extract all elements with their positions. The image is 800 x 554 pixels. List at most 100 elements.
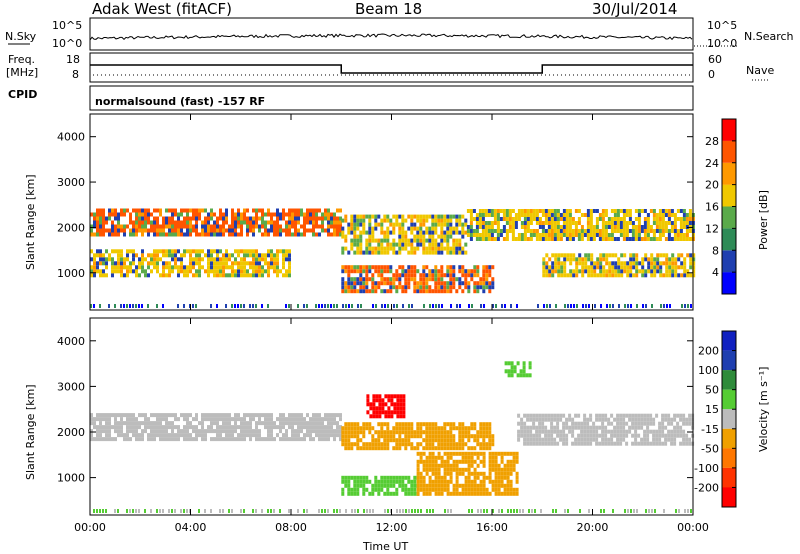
velocity-ground-scatter-cell xyxy=(480,509,482,513)
power-colorbar-segment xyxy=(722,119,736,141)
velocity-band-5-cell xyxy=(532,433,536,438)
velocity-band-5-cell xyxy=(550,425,554,430)
velocity-band-2-cell xyxy=(372,398,376,403)
power-band-0-cell xyxy=(246,220,249,225)
velocity-band-4-cell xyxy=(464,475,468,480)
velocity-band-0-cell xyxy=(336,433,339,438)
power-band-3-cell xyxy=(255,269,258,274)
power-band-1-cell xyxy=(347,230,351,235)
power-band-3-cell xyxy=(165,265,168,270)
power-ground-scatter-cell xyxy=(441,304,443,308)
velocity-band-0-cell xyxy=(312,429,315,434)
velocity-band-0-cell xyxy=(228,425,231,430)
power-band-3-cell xyxy=(234,269,237,274)
power-band-4-cell xyxy=(344,285,348,290)
velocity-band-1-cell xyxy=(422,430,426,435)
velocity-band-5-cell xyxy=(640,417,644,422)
power-band-2-cell xyxy=(535,213,539,217)
power-band-0-cell xyxy=(123,224,126,229)
velocity-band-1-cell xyxy=(461,442,465,447)
power-band-2-cell xyxy=(499,229,503,233)
velocity-band-5-cell xyxy=(640,437,644,442)
velocity-ground-scatter-cell xyxy=(273,509,275,513)
nave-label: Nave xyxy=(746,64,775,77)
power-band-0-cell xyxy=(309,220,312,225)
power-band-2-cell xyxy=(613,237,617,241)
power-band-1-cell xyxy=(359,238,363,243)
power-band-3-cell xyxy=(120,265,123,270)
power-band-1-cell xyxy=(446,214,450,219)
power-band-3-cell xyxy=(228,273,231,278)
power-band-0-cell xyxy=(240,224,243,229)
power-band-3-cell xyxy=(93,261,96,266)
velocity-band-3-cell xyxy=(374,483,378,488)
velocity-band-4-cell xyxy=(494,491,498,496)
velocity-band-0-cell xyxy=(159,417,162,422)
power-band-3-cell xyxy=(204,253,207,258)
velocity-band-0-cell xyxy=(105,425,108,430)
velocity-band-3-cell xyxy=(410,491,414,496)
power-band-2-cell xyxy=(493,217,497,221)
velocity-band-1-cell xyxy=(443,446,447,451)
velocity-band-0-cell xyxy=(336,429,339,434)
velocity-band-5-cell xyxy=(655,429,659,434)
velocity-band-5-cell xyxy=(658,429,662,434)
velocity-band-0-cell xyxy=(198,421,201,426)
velocity-band-1-cell xyxy=(485,422,489,427)
power-band-0-cell xyxy=(153,216,156,221)
power-band-1-cell xyxy=(422,234,426,239)
power-band-4-cell xyxy=(455,289,459,294)
power-band-2-cell xyxy=(487,237,491,241)
velocity-band-0-cell xyxy=(279,421,282,426)
power-band-1-cell xyxy=(359,230,363,235)
velocity-ground-scatter-cell xyxy=(387,509,389,513)
velocity-band-0-cell xyxy=(135,437,138,442)
power-band-3-cell xyxy=(258,269,261,274)
power-band-2-cell xyxy=(520,213,524,217)
power-band-2-cell xyxy=(586,233,590,237)
velocity-band-4-cell xyxy=(422,451,426,456)
velocity-band-5-cell xyxy=(598,413,602,418)
power-band-4-cell xyxy=(353,277,357,282)
velocity-band-0-cell xyxy=(243,417,246,422)
velocity-ground-scatter-cell xyxy=(336,509,338,513)
power-band-0-cell xyxy=(147,208,150,213)
velocity-ground-scatter-cell xyxy=(99,509,101,513)
power-band-5-cell xyxy=(557,253,561,258)
power-band-4-cell xyxy=(359,285,363,290)
power-band-2-cell xyxy=(481,213,485,217)
velocity-band-0-cell xyxy=(156,425,159,430)
velocity-band-5-cell xyxy=(655,433,659,438)
power-band-2-cell xyxy=(574,229,578,233)
power-band-0-cell xyxy=(219,232,222,237)
velocity-band-1-cell xyxy=(362,422,366,427)
power-band-0-cell xyxy=(177,228,180,233)
velocity-band-5-cell xyxy=(550,429,554,434)
velocity-band-0-cell xyxy=(330,417,333,422)
velocity-band-4-cell xyxy=(470,487,474,492)
velocity-band-0-cell xyxy=(120,421,123,426)
power-band-3-cell xyxy=(180,265,183,270)
velocity-band-0-cell xyxy=(174,413,177,418)
power-band-2-cell xyxy=(547,237,551,241)
velocity-band-5-cell xyxy=(541,429,545,434)
power-ground-scatter-cell xyxy=(651,304,653,308)
velocity-band-2-cell xyxy=(402,414,406,419)
power-band-4-cell xyxy=(425,285,429,290)
velocity-band-0-cell xyxy=(102,429,105,434)
power-band-3-cell xyxy=(213,257,216,262)
velocity-band-1-cell xyxy=(446,438,450,443)
power-band-2-cell xyxy=(679,221,683,225)
power-band-1-cell xyxy=(434,250,438,255)
power-band-0-cell xyxy=(270,212,273,217)
velocity-band-5-cell xyxy=(679,441,683,446)
power-band-4-cell xyxy=(476,285,480,290)
velocity-band-6-cell xyxy=(528,365,532,370)
power-band-5-cell xyxy=(587,257,591,262)
velocity-band-0-cell xyxy=(129,421,132,426)
velocity-band-5-cell xyxy=(628,429,632,434)
power-band-2-cell xyxy=(604,225,608,229)
velocity-ground-scatter-cell xyxy=(678,509,680,513)
power-band-3-cell xyxy=(252,253,255,258)
